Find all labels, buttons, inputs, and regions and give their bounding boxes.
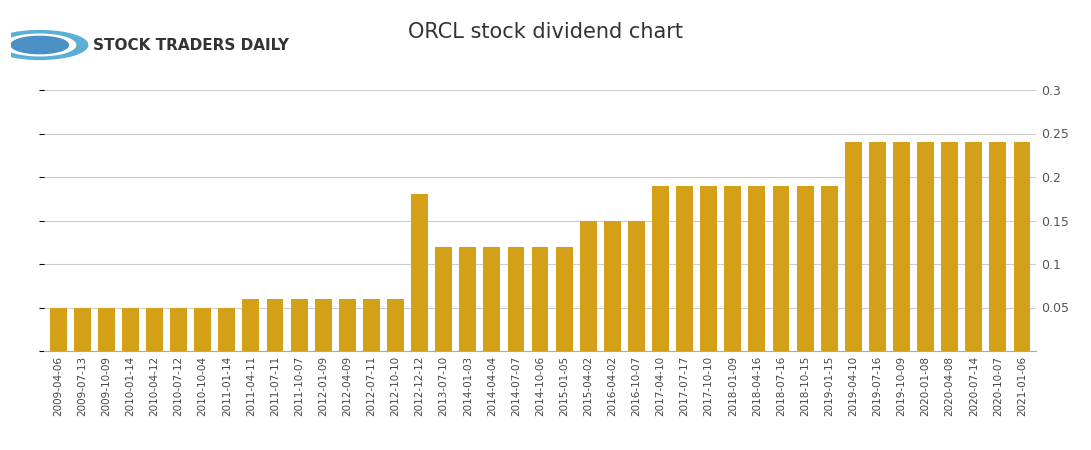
Bar (579, 220, 597, 351)
Bar (796, 186, 814, 351)
Bar (122, 307, 139, 351)
Circle shape (0, 31, 87, 59)
Bar (531, 247, 549, 351)
Bar (387, 299, 404, 351)
Bar (676, 186, 693, 351)
Bar (435, 247, 452, 351)
Circle shape (3, 34, 75, 56)
Bar (628, 220, 645, 351)
Bar (218, 307, 236, 351)
Bar (942, 142, 958, 351)
Bar (363, 299, 380, 351)
Bar (844, 142, 862, 351)
Bar (242, 299, 260, 351)
Bar (966, 142, 982, 351)
Bar (820, 186, 838, 351)
Bar (74, 307, 91, 351)
Bar (459, 247, 476, 351)
Bar (266, 299, 284, 351)
Text: STOCK TRADERS DAILY: STOCK TRADERS DAILY (93, 37, 288, 53)
Bar (772, 186, 790, 351)
Bar (894, 142, 910, 351)
Bar (604, 220, 621, 351)
Bar (990, 142, 1006, 351)
Bar (50, 307, 67, 351)
Bar (748, 186, 766, 351)
Bar (1014, 142, 1030, 351)
Bar (170, 307, 187, 351)
Bar (700, 186, 717, 351)
Circle shape (11, 36, 69, 54)
Bar (290, 299, 308, 351)
Bar (483, 247, 501, 351)
Bar (868, 142, 886, 351)
Bar (724, 186, 741, 351)
Bar (555, 247, 573, 351)
Bar (652, 186, 669, 351)
Bar (146, 307, 163, 351)
Text: ORCL stock dividend chart: ORCL stock dividend chart (408, 22, 683, 42)
Bar (98, 307, 115, 351)
Bar (918, 142, 934, 351)
Bar (314, 299, 332, 351)
Bar (194, 307, 212, 351)
Bar (507, 247, 525, 351)
Bar (411, 194, 428, 351)
Bar (339, 299, 356, 351)
